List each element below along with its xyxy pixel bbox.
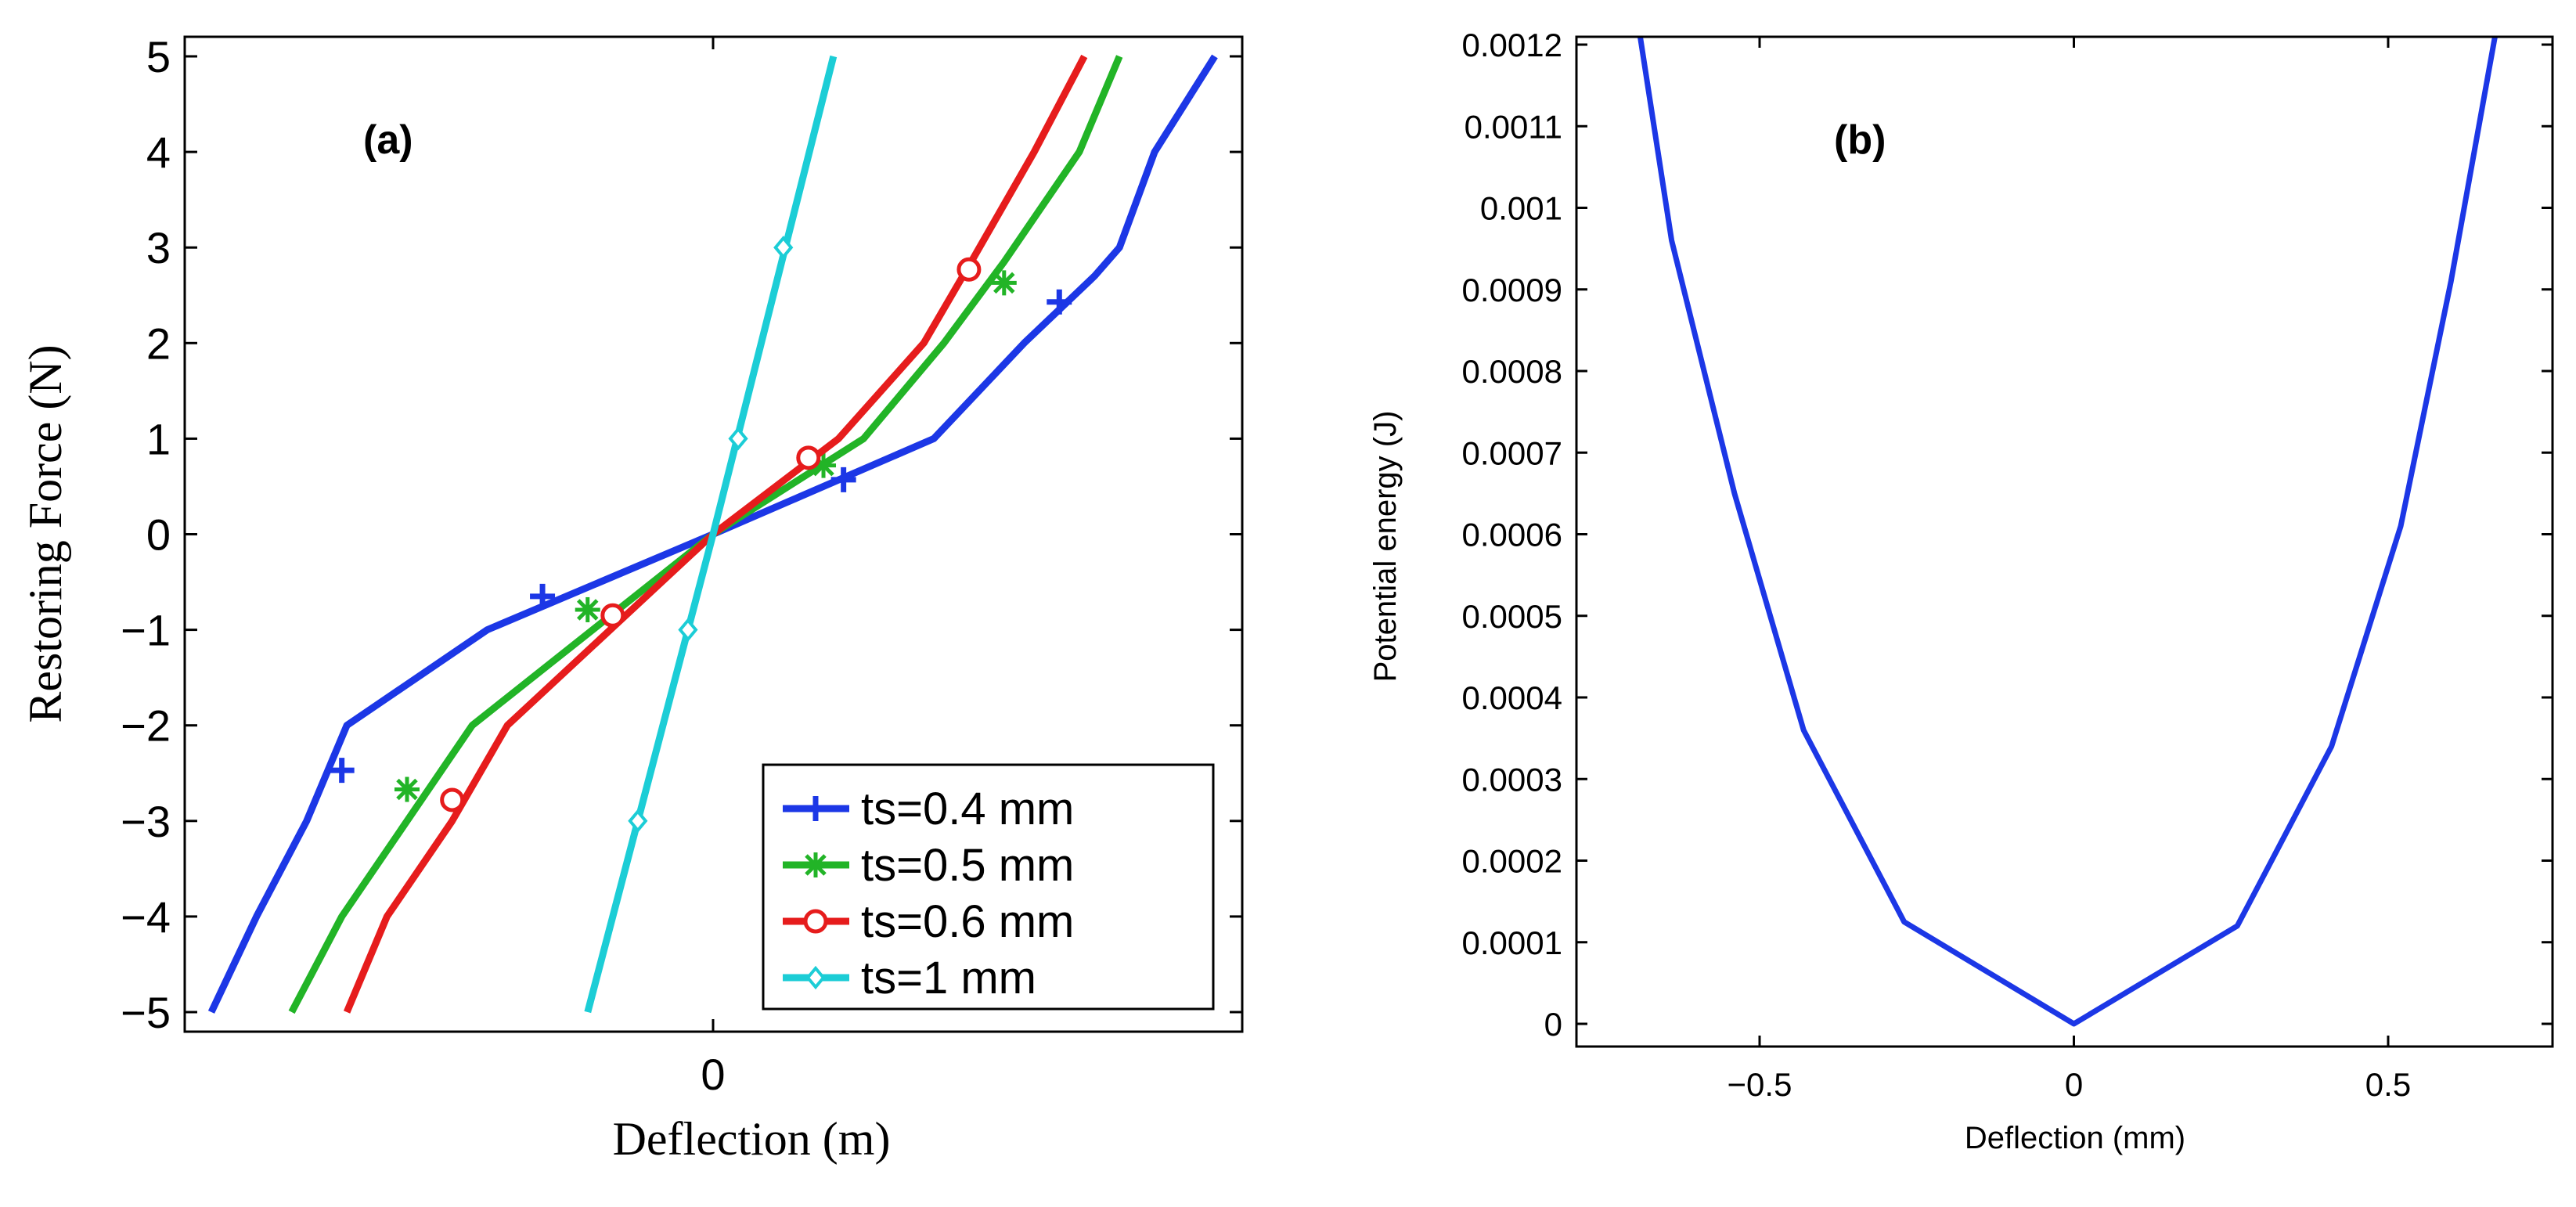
panel-b-x-tick-label: −0.5 bbox=[1728, 1066, 1792, 1103]
panel-b-y-tick-label: 0.0003 bbox=[1462, 761, 1562, 798]
panel-b-y-tick-label: 0.0001 bbox=[1462, 924, 1562, 961]
legend-marker-0 bbox=[803, 796, 828, 821]
panel-b-chart: 0 0.0001 0.0002 0.0003 0.0004 0.0005 0.0006 0.0… bbox=[1368, 27, 2554, 1155]
panel-b-x-tick-label: 0 bbox=[2065, 1066, 2083, 1103]
panel-b-y-tick-label: 0.0002 bbox=[1462, 843, 1562, 880]
panel-b-series-line-0 bbox=[1637, 37, 2498, 1027]
panel-b-y-tick-label: 0.001 bbox=[1480, 190, 1562, 227]
legend-label-2: ts=0.6 mm bbox=[861, 896, 1074, 947]
panel-b-y-tick-label: 0.0012 bbox=[1462, 27, 1562, 63]
panel-a-series-0-marker bbox=[1047, 289, 1072, 315]
panel-a-series-2-marker bbox=[440, 787, 465, 812]
panel-b-x-axis-title: Deflection (mm) bbox=[1965, 1121, 2185, 1155]
panel-a-series-0-marker bbox=[329, 758, 355, 784]
panel-a-label: (a) bbox=[363, 117, 413, 163]
panel-b-y-tick-label: 0.0008 bbox=[1462, 353, 1562, 390]
panel-a-y-tick-label: 1 bbox=[146, 414, 171, 463]
legend-label-3: ts=1 mm bbox=[861, 953, 1036, 1003]
panel-a-y-axis-title: Restoring Force (N) bbox=[20, 344, 71, 722]
panel-a-y-tick-label: −4 bbox=[121, 892, 171, 942]
panel-a-series-line-0 bbox=[207, 54, 1218, 1014]
panel-a-y-tick-label: 5 bbox=[146, 32, 171, 81]
panel-a-series-1-marker bbox=[575, 596, 600, 622]
panel-b-plot-frame bbox=[1575, 35, 2554, 1048]
panel-a-y-tick-label: −3 bbox=[121, 797, 171, 846]
legend-marker-3 bbox=[805, 965, 826, 990]
panel-a-y-tick-label: 2 bbox=[146, 319, 171, 368]
panel-b-label: (b) bbox=[1834, 117, 1886, 163]
legend-label-1: ts=0.5 mm bbox=[861, 840, 1074, 891]
panel-a-series-0-marker bbox=[830, 467, 856, 492]
panel-a-series-line-3 bbox=[584, 55, 838, 1014]
panel-a-y-tick-label: 0 bbox=[146, 510, 171, 560]
panel-a-series-3-marker bbox=[728, 427, 748, 451]
panel-a-series-1-marker bbox=[991, 270, 1017, 296]
panel-a-series-3-marker bbox=[628, 809, 648, 833]
panel-b-y-axis-title: Potential energy (J) bbox=[1368, 411, 1403, 683]
legend-marker-1 bbox=[803, 852, 828, 877]
panel-a-x-tick-label: 0 bbox=[701, 1050, 725, 1099]
panel-b-y-tick-label: 0.0006 bbox=[1462, 517, 1562, 553]
panel-a-chart: 5 4 3 2 1 0 −1 −2 −3 −4 −5 0 (a) Deflection (m) Res… bbox=[20, 32, 1244, 1165]
panel-a-y-tick-label: 3 bbox=[146, 223, 171, 272]
panel-a-series-line-2 bbox=[343, 54, 1088, 1014]
panel-a-y-tick-label: 4 bbox=[146, 128, 171, 177]
panel-a-y-tick-label: −2 bbox=[121, 701, 171, 751]
panel-a-y-tick-label: −1 bbox=[121, 606, 171, 655]
panel-a-series-1-marker bbox=[394, 776, 420, 802]
panel-a-y-tick-label: −5 bbox=[121, 988, 171, 1037]
panel-a-series-line-1 bbox=[288, 55, 1123, 1014]
panel-b-y-tick-label: 0.0005 bbox=[1462, 598, 1562, 635]
panel-b-y-tick-label: 0.0011 bbox=[1465, 108, 1562, 145]
panel-a-series-2-marker bbox=[957, 257, 982, 282]
panel-a-series-3-marker bbox=[678, 618, 698, 642]
panel-b-x-tick-label: 0.5 bbox=[2365, 1066, 2411, 1103]
panel-a-series-2-marker bbox=[600, 603, 625, 628]
panel-a-series-3-marker bbox=[773, 236, 794, 260]
legend-label-0: ts=0.4 mm bbox=[861, 784, 1074, 834]
panel-b-y-tick-label: 0.0004 bbox=[1462, 679, 1562, 716]
panel-a-series-0-marker bbox=[530, 583, 556, 609]
panel-b-y-tick-label: 0 bbox=[1544, 1006, 1562, 1043]
panel-a-x-axis-title: Deflection (m) bbox=[613, 1113, 891, 1165]
legend-marker-2 bbox=[803, 909, 828, 934]
panel-a-series-2-marker bbox=[796, 445, 821, 470]
panel-b-y-tick-label: 0.0009 bbox=[1462, 272, 1562, 308]
panel-b-y-tick-label: 0.0007 bbox=[1462, 434, 1562, 471]
